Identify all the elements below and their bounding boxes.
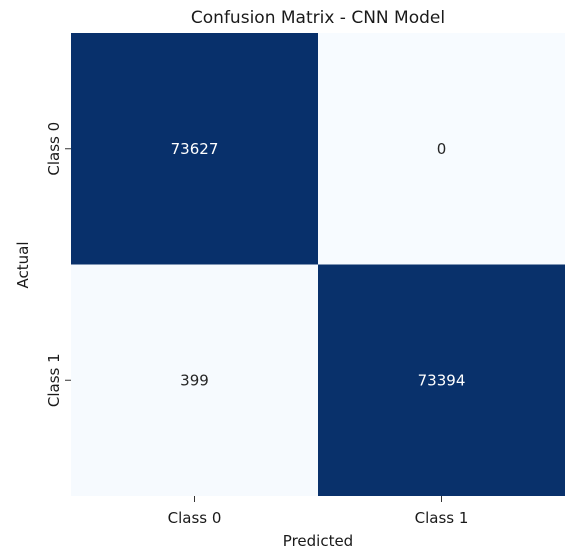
x-tick-label-0: Class 0 xyxy=(168,509,222,527)
cell-value-r0-c1: 0 xyxy=(437,140,447,158)
cell-annotations: 73627 0 399 73394 xyxy=(171,140,466,390)
cell-value-r1-c1: 73394 xyxy=(418,371,466,389)
heatmap-cell-r1-c1 xyxy=(318,264,565,496)
y-axis-ticks: Class 0 Class 1 xyxy=(45,122,71,407)
heatmap-cell-r0-c0 xyxy=(71,33,318,265)
y-tick-label-0: Class 0 xyxy=(45,122,63,176)
heatmap-cells xyxy=(71,33,565,496)
y-axis-label: Actual xyxy=(14,242,32,289)
chart-title: Confusion Matrix - CNN Model xyxy=(191,8,445,28)
heatmap-cell-r0-c1 xyxy=(318,33,565,265)
y-tick-label-1: Class 1 xyxy=(45,353,63,407)
heatmap-cell-r1-c0 xyxy=(71,264,318,496)
x-axis-label: Predicted xyxy=(283,532,353,550)
cell-value-r1-c0: 399 xyxy=(180,371,209,389)
cell-value-r0-c0: 73627 xyxy=(171,140,219,158)
x-axis-ticks: Class 0 Class 1 xyxy=(168,496,469,527)
x-tick-label-1: Class 1 xyxy=(415,509,469,527)
